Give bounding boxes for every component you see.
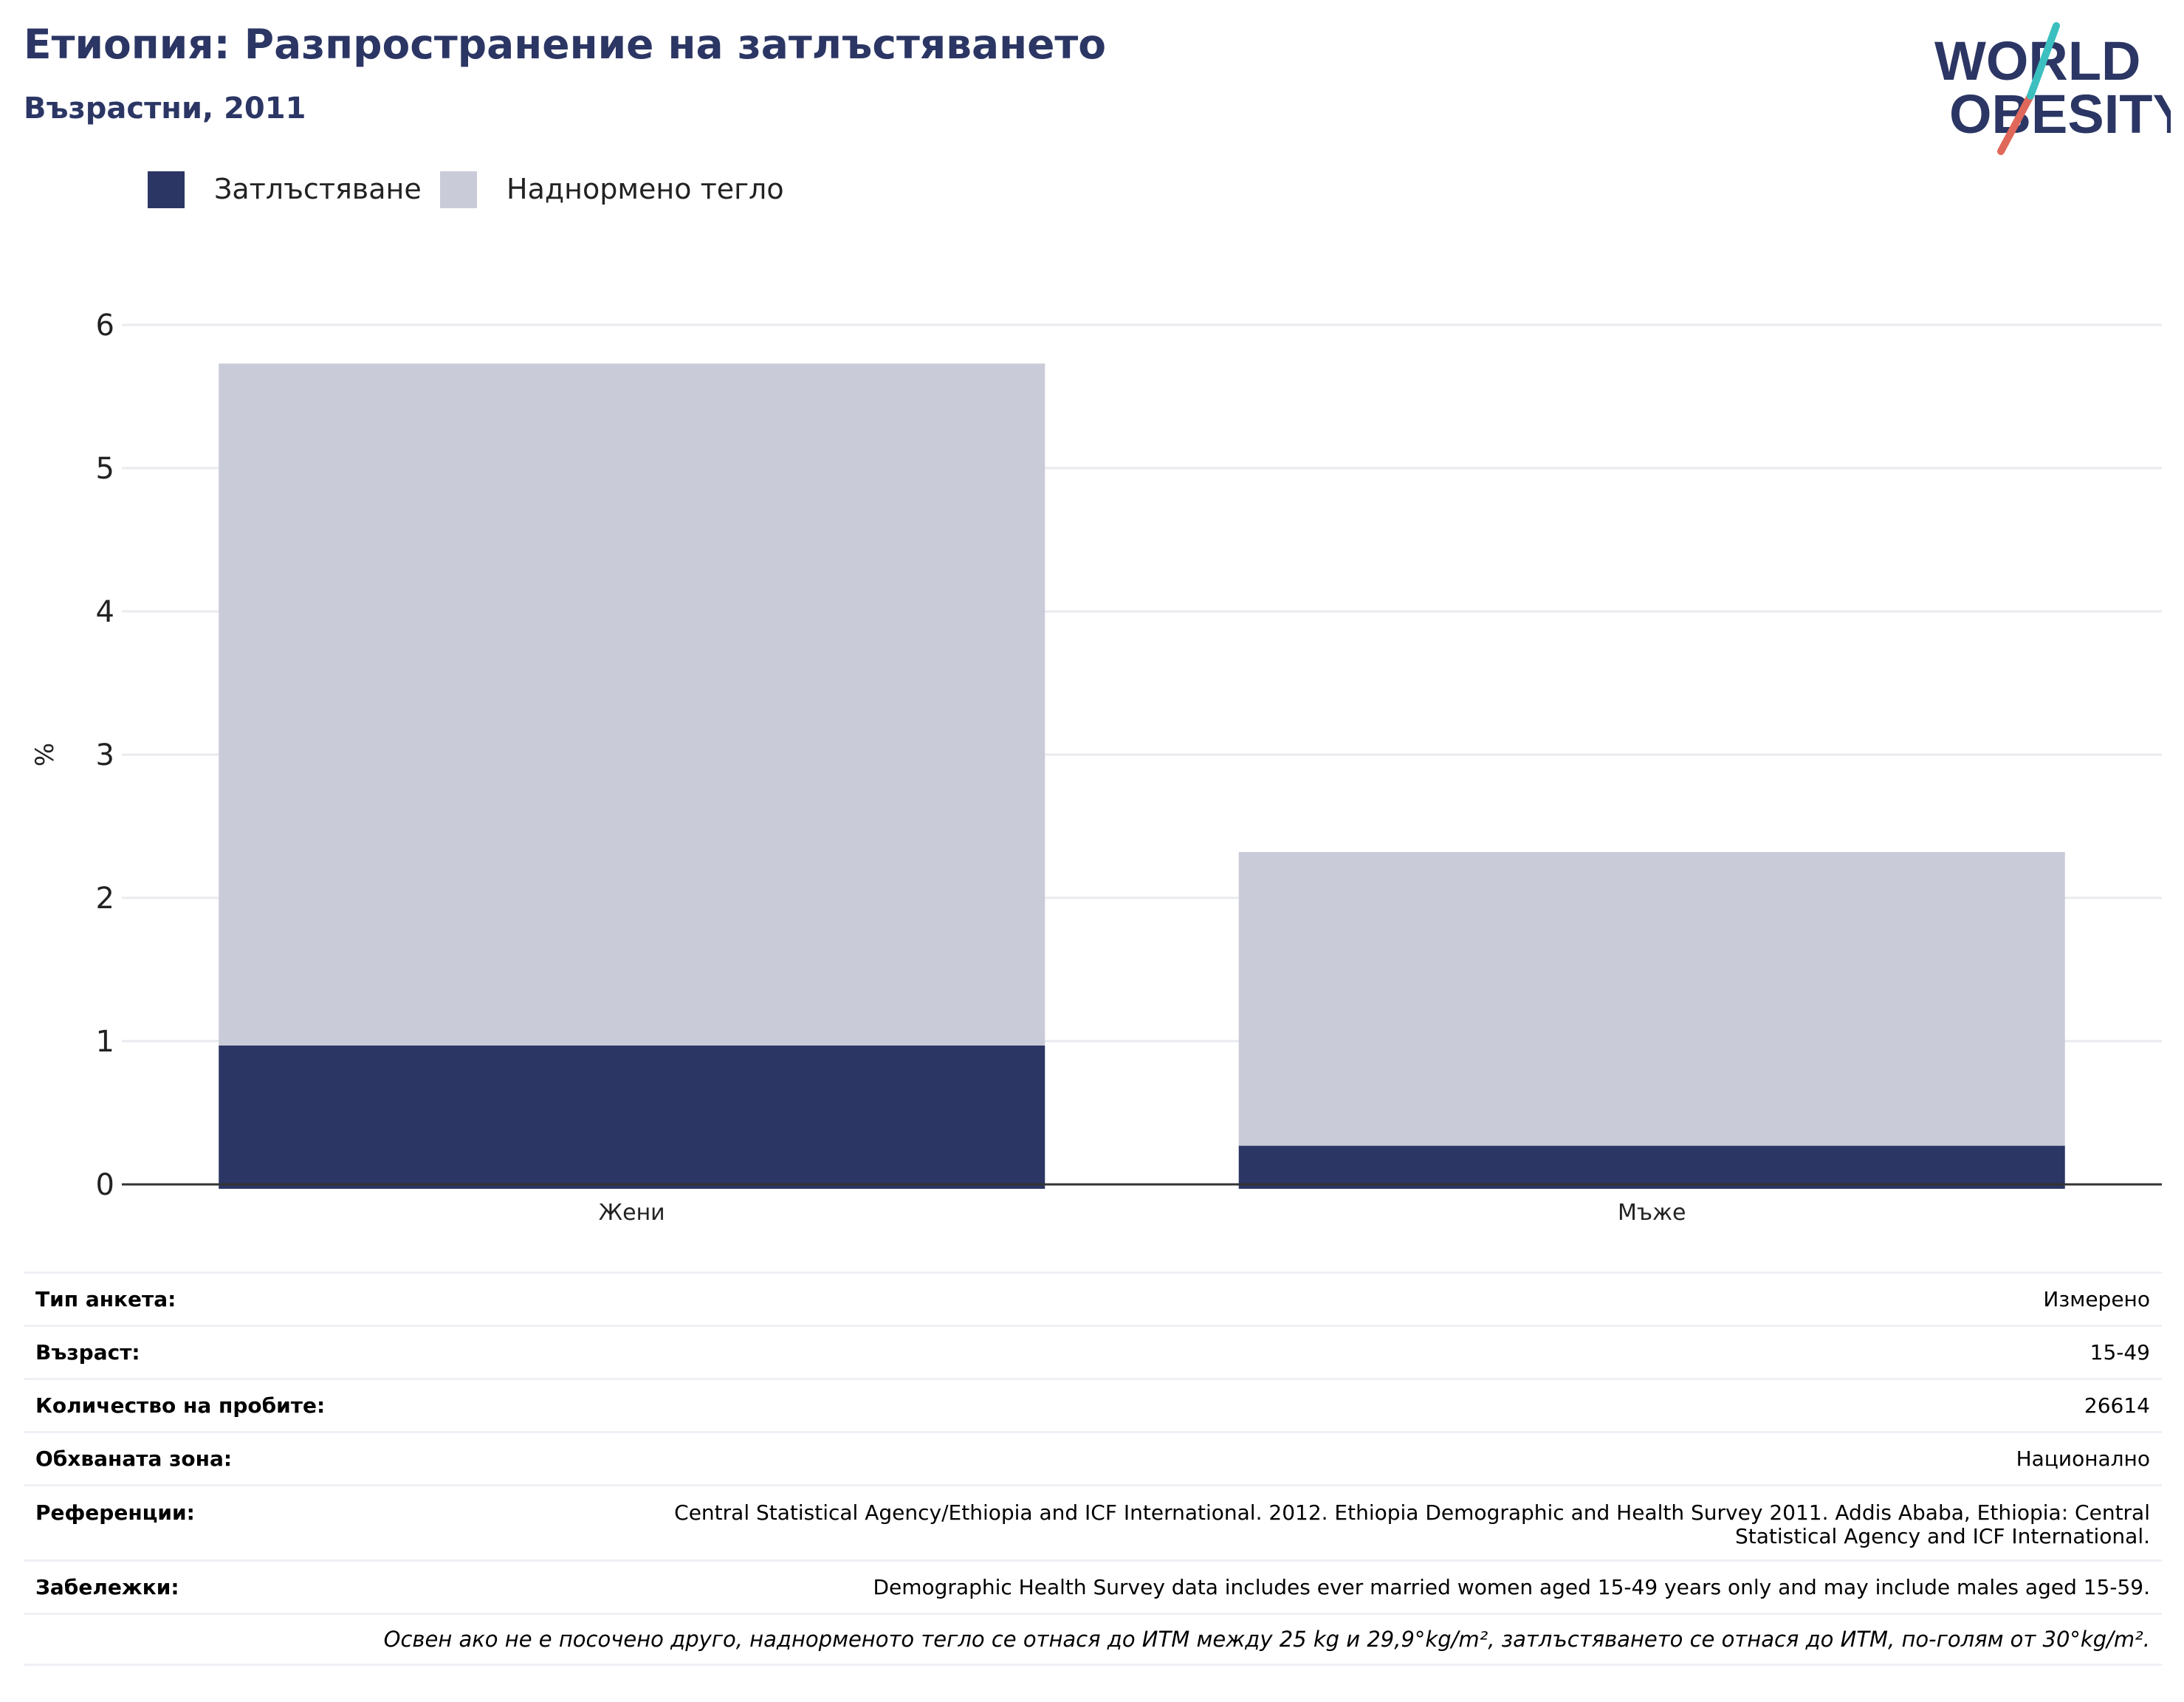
footnote-text: Освен ако не е посочено друго, наднормен… [383,1627,2150,1652]
meta-key: Количество на пробите: [35,1393,326,1418]
meta-value: Национално [2016,1446,2150,1471]
meta-key: Тип анкета: [35,1286,176,1311]
survey-metadata-table: Тип анкета: Измерено Възраст: 15-49 Коли… [24,1272,2162,1666]
bar-overweight [1238,851,2065,1146]
bar-overweight [219,363,1045,1046]
y-tick-label: 6 [96,309,114,343]
y-tick-label: 5 [96,452,114,486]
meta-value: 15-49 [2089,1339,2150,1365]
meta-key: Възраст: [35,1339,140,1365]
meta-value: Demographic Health Survey data includes … [873,1574,2150,1599]
y-tick-label: 0 [96,1168,114,1202]
meta-value: Измерено [2043,1286,2150,1311]
meta-key: Забележки: [35,1574,179,1599]
meta-row-notes: Забележки: Demographic Health Survey dat… [24,1559,2162,1613]
meta-row-sample-size: Количество на пробите: 26614 [24,1378,2162,1431]
legend-swatch-overweight [440,171,477,208]
x-tick-label: Жени [599,1200,665,1226]
chart-subtitle: Възрастни, 2011 [24,92,306,126]
y-tick-label: 4 [96,595,114,629]
meta-value: Central Statistical Agency/Ethiopia and … [674,1500,2150,1548]
x-tick-label: Мъже [1618,1200,1686,1226]
y-axis-label: % [30,743,60,766]
world-obesity-logo: WORLD OBESITY [1934,22,2171,155]
chart-title: Етиопия: Разпространение на затлъстяване… [24,21,1107,68]
meta-row-age: Възраст: 15-49 [24,1325,2162,1378]
meta-row-references: Референции: Central Statistical Agency/E… [24,1484,2162,1559]
meta-row-area-covered: Обхваната зона: Национално [24,1431,2162,1484]
y-tick-label: 3 [96,738,114,772]
logo-slash-teal [2027,22,2060,100]
legend-label-obesity: Затлъстяване [214,173,422,205]
meta-value: 26614 [2084,1393,2150,1418]
bar-obesity [219,1045,1045,1189]
y-tick-label: 1 [96,1025,114,1059]
meta-row-survey-type: Тип анкета: Измерено [24,1272,2162,1325]
legend-label-overweight: Наднормено тегло [506,173,784,205]
meta-key: Обхваната зона: [35,1446,233,1471]
stacked-bar-chart: 0 1 2 3 4 5 6% Жени Мъже [30,309,2162,1226]
logo-slash-coral [1997,92,2034,155]
meta-footnote: Освен ако не е посочено друго, наднормен… [24,1613,2162,1666]
y-tick-label: 2 [96,882,114,916]
legend-swatch-obesity [148,171,185,208]
meta-key: Референции: [35,1500,195,1525]
logo-text-line2: OBESITY [1949,83,2171,145]
bar-obesity [1238,1145,2065,1189]
